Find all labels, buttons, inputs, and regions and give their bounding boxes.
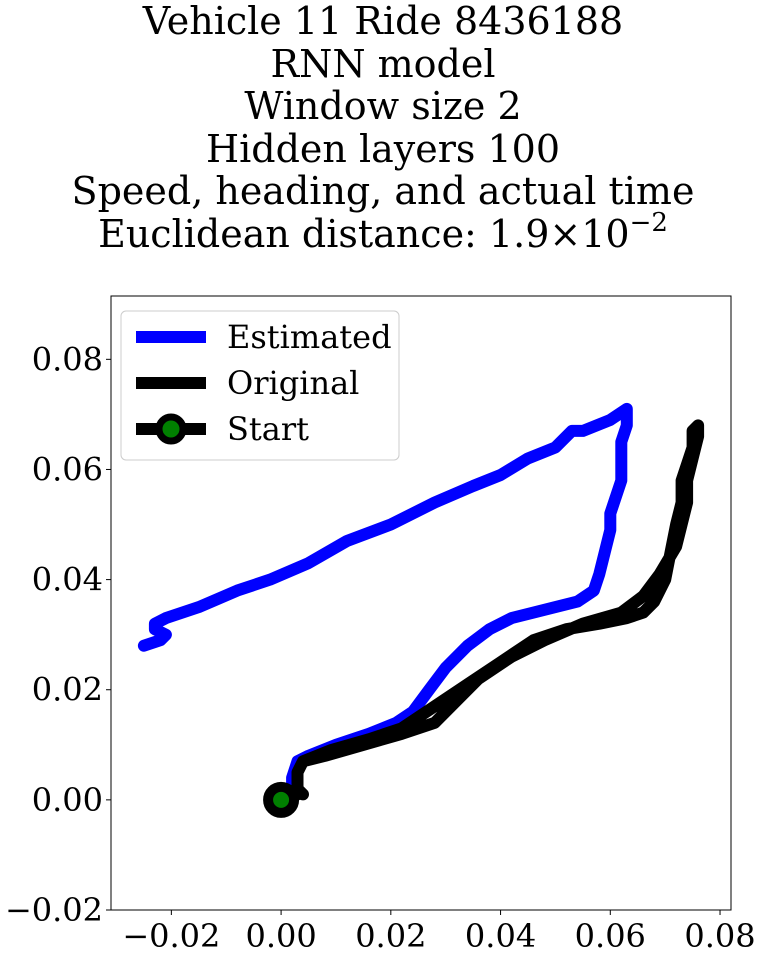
title-line-2: RNN model <box>270 41 496 86</box>
x-tick-label: 0.06 <box>575 917 646 955</box>
title-line-6: Euclidean distance: 1.9×10−2 <box>0 210 766 256</box>
y-tick-label: 0.04 <box>32 561 103 599</box>
y-tick-label: −0.02 <box>5 891 103 929</box>
title-line-1: Vehicle 11 Ride 8436188 <box>142 0 624 43</box>
title-line-4: Hidden layers 100 <box>205 126 561 171</box>
y-tick-label: 0.00 <box>32 781 103 819</box>
legend-estimated-label: Estimated <box>227 318 392 356</box>
title-distance-base: 10 <box>581 211 630 256</box>
x-axis-ticks: −0.02 0.00 0.02 0.04 0.06 0.08 <box>122 910 756 955</box>
x-tick-label: 0.08 <box>684 917 755 955</box>
series-line-estimated <box>137 402 633 801</box>
title-line-5: Speed, heading, and actual time <box>71 169 695 213</box>
x-tick-label: 0.00 <box>245 917 316 955</box>
legend-start-marker <box>155 413 187 445</box>
marker-layer <box>263 781 300 818</box>
title-distance-times: × <box>549 211 582 256</box>
chart-title: Vehicle 11 Ride 8436188 RNN model Window… <box>0 0 766 255</box>
y-tick-label: 0.02 <box>32 671 103 709</box>
x-tick-label: 0.02 <box>355 917 426 955</box>
series-line-original <box>275 419 705 806</box>
series-layer <box>137 402 705 806</box>
title-distance-prefix: Euclidean distance: 1.9 <box>98 211 550 256</box>
y-tick-label: 0.08 <box>32 340 103 378</box>
y-axis-ticks: −0.02 0.00 0.02 0.04 0.06 0.08 <box>5 340 111 929</box>
legend-original-label: Original <box>227 364 359 402</box>
legend: Estimated Original Start <box>120 310 400 461</box>
legend-box <box>120 310 400 461</box>
plot-frame <box>110 295 732 911</box>
legend-start-label: Start <box>227 410 309 448</box>
start-marker <box>263 781 300 818</box>
x-tick-label: 0.04 <box>465 917 536 955</box>
title-distance-exponent: −2 <box>629 207 668 238</box>
x-tick-label: −0.02 <box>122 917 220 955</box>
y-tick-label: 0.06 <box>32 450 103 488</box>
title-line-3: Window size 2 <box>244 84 522 128</box>
